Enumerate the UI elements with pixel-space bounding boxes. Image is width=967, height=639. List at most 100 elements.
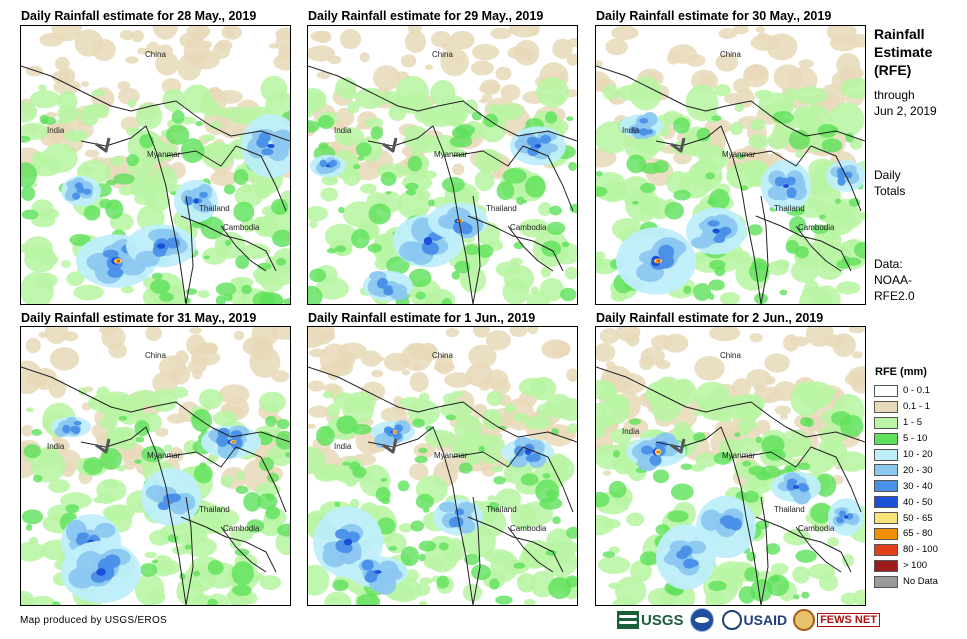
country-label-cambodia: Cambodia [223, 524, 260, 533]
legend-label: 10 - 20 [903, 449, 933, 460]
country-label-thailand: Thailand [486, 505, 517, 514]
legend-label: 30 - 40 [903, 480, 933, 492]
panel-title-2: Daily Rainfall estimate for 29 May., 201… [308, 9, 544, 23]
legend-swatch [874, 480, 898, 493]
panel-title-5: Daily Rainfall estimate for 1 Jun., 2019 [308, 311, 536, 325]
usaid-seal-icon [721, 610, 742, 630]
usaid-logo-text: USAID [743, 612, 788, 628]
usgs-logo-text: USGS [641, 611, 684, 629]
sidebar-heading-line1: Rainfall [874, 26, 925, 42]
country-label-china: China [720, 50, 741, 59]
rainfall-map-3: China India Myanmar Thailand Cambodia [595, 25, 866, 305]
legend-title: RFE (mm) [875, 366, 927, 378]
country-label-india: India [622, 126, 640, 135]
legend-item: > 100 [874, 558, 938, 574]
map-canvas [21, 327, 290, 605]
panel-title-4: Daily Rainfall estimate for 31 May., 201… [21, 311, 257, 325]
legend-item: No Data [874, 574, 938, 590]
country-label-india: India [47, 442, 65, 451]
rainfall-map-6: China India Myanmar Thailand Cambodia [595, 326, 866, 606]
legend-item: 40 - 50 [874, 494, 938, 510]
legend-label: 80 - 100 [903, 544, 938, 556]
legend-item: 1 - 5 [874, 415, 938, 431]
legend-item: 80 - 100 [874, 542, 938, 558]
legend-item: 50 - 65 [874, 510, 938, 526]
legend-swatch [874, 448, 898, 461]
map-canvas [596, 327, 865, 605]
rainfall-map-2: China India Myanmar Thailand Cambodia [307, 25, 578, 305]
country-label-china: China [145, 50, 166, 59]
country-label-cambodia: Cambodia [510, 223, 547, 232]
legend-swatch [874, 575, 898, 588]
fews-net-logo-text: FEWS NET [817, 613, 880, 627]
country-label-china: China [432, 351, 453, 360]
legend-label: 65 - 80 [903, 528, 933, 540]
sidebar-heading-line3: (RFE) [874, 62, 912, 78]
sidebar-data-line2: NOAA- [874, 273, 913, 287]
legend-item: 0.1 - 1 [874, 399, 938, 415]
legend-label: > 100 [903, 560, 928, 572]
legend-label: No Data [903, 576, 938, 588]
legend-item: 10 - 20 [874, 447, 938, 463]
country-label-china: China [432, 50, 453, 59]
country-label-india: India [334, 442, 352, 451]
legend-label: 1 - 5 [903, 417, 923, 429]
country-label-india: India [622, 427, 640, 436]
logo-strip: USGS USAID FEWS NET [617, 606, 880, 634]
country-label-myanmar: Myanmar [722, 451, 756, 460]
rainfall-map-4: China India Myanmar Thailand Cambodia [20, 326, 291, 606]
panel-title-1: Daily Rainfall estimate for 28 May., 201… [21, 9, 257, 23]
map-canvas [308, 327, 577, 605]
sidebar-totals-line2: Totals [874, 184, 906, 198]
legend-swatch [874, 527, 898, 540]
sidebar-through-line1: through [874, 88, 915, 102]
country-label-india: India [47, 126, 65, 135]
country-label-cambodia: Cambodia [510, 524, 547, 533]
rainfall-map-5: China India Myanmar Thailand Cambodia [307, 326, 578, 606]
legend-item: 5 - 10 [874, 431, 938, 447]
sidebar-totals: Daily Totals [874, 167, 905, 199]
country-label-cambodia: Cambodia [798, 524, 835, 533]
legend-swatch [874, 400, 898, 413]
legend-swatch [874, 512, 898, 525]
legend-item: 65 - 80 [874, 526, 938, 542]
legend-label: 40 - 50 [903, 496, 933, 508]
country-label-myanmar: Myanmar [147, 150, 181, 159]
country-label-myanmar: Myanmar [434, 451, 468, 460]
legend-item: 30 - 40 [874, 478, 938, 494]
legend-swatch [874, 384, 898, 397]
country-label-india: India [334, 126, 352, 135]
legend-label: 0 - 0.1 [903, 385, 930, 397]
map-canvas [21, 26, 290, 304]
legend: 0 - 0.1 0.1 - 1 1 - 5 5 - 10 10 - 20 20 - 30 3… [874, 383, 938, 590]
sidebar-heading: Rainfall Estimate (RFE) [874, 25, 932, 79]
legend-label: 0.1 - 1 [903, 401, 930, 413]
map-credit: Map produced by USGS/EROS [20, 615, 168, 626]
legend-item: 0 - 0.1 [874, 383, 938, 399]
legend-swatch [874, 543, 898, 556]
legend-swatch [874, 559, 898, 572]
map-canvas [596, 26, 865, 304]
rainfall-map-1: China India Myanmar Thailand Cambodia [20, 25, 291, 305]
panel-title-3: Daily Rainfall estimate for 30 May., 201… [596, 9, 832, 23]
legend-swatch [874, 496, 898, 509]
legend-swatch [874, 432, 898, 445]
legend-label: 50 - 65 [903, 512, 933, 524]
legend-swatch [874, 464, 898, 477]
country-label-myanmar: Myanmar [434, 150, 468, 159]
country-label-thailand: Thailand [486, 204, 517, 213]
legend-label: 20 - 30 [903, 464, 933, 476]
sidebar-data-line3: RFE2.0 [874, 289, 915, 303]
legend-swatch [874, 416, 898, 429]
map-canvas [308, 26, 577, 304]
country-label-thailand: Thailand [774, 204, 805, 213]
country-label-cambodia: Cambodia [223, 223, 260, 232]
sidebar-data-line1: Data: [874, 257, 903, 271]
country-label-cambodia: Cambodia [798, 223, 835, 232]
panel-title-6: Daily Rainfall estimate for 2 Jun., 2019 [596, 311, 824, 325]
fews-net-globe-icon [793, 609, 816, 631]
sidebar-through: through Jun 2, 2019 [874, 87, 937, 119]
noaa-logo-icon [689, 608, 714, 632]
legend-item: 20 - 30 [874, 462, 938, 478]
legend-label: 5 - 10 [903, 433, 928, 445]
